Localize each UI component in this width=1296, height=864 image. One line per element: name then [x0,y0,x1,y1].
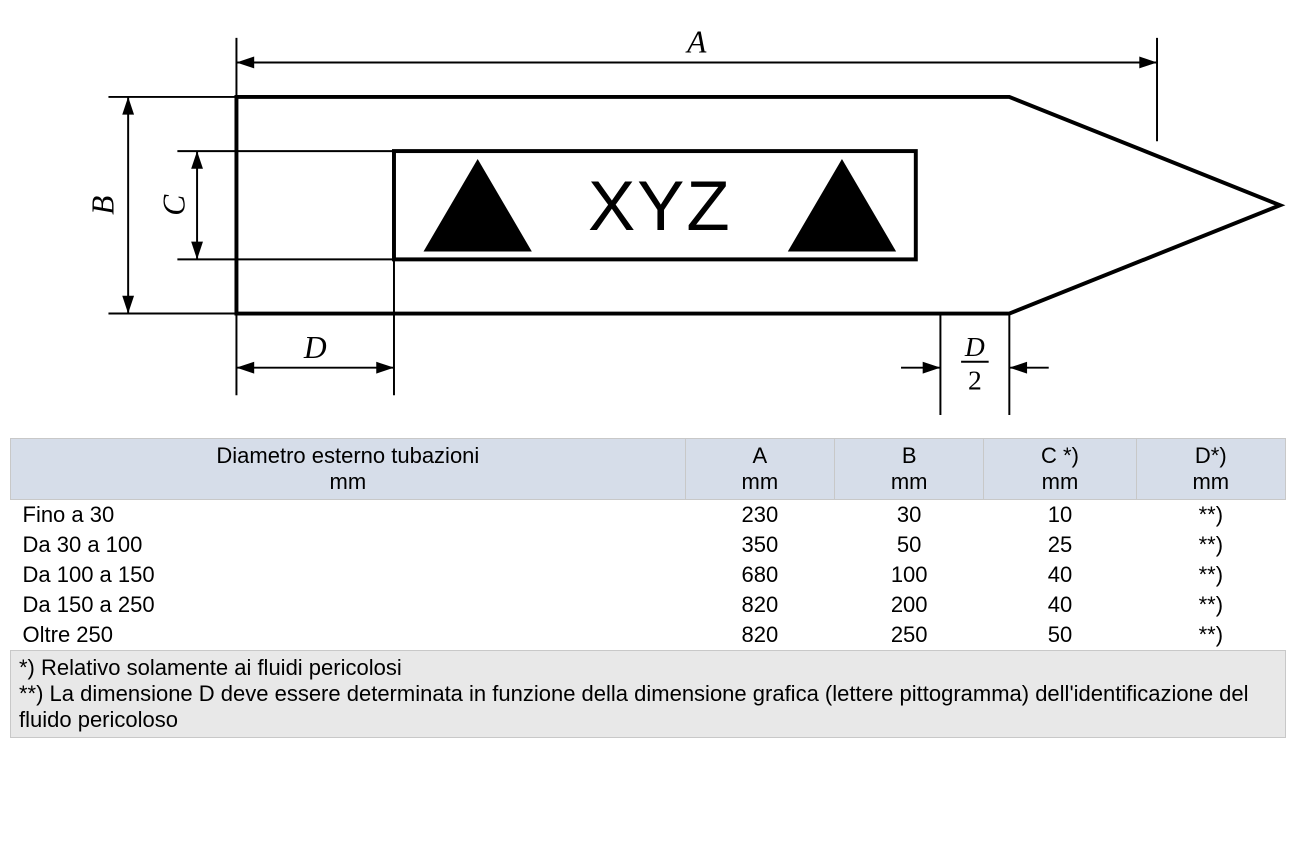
table-cell: Da 150 a 250 [11,590,686,620]
footnote-row: *) Relativo solamente ai fluidi pericolo… [11,651,1286,738]
table-cell: Fino a 30 [11,500,686,531]
table-cell: **) [1136,560,1285,590]
table-row: Fino a 302303010**) [11,500,1286,531]
table-cell: 30 [835,500,984,531]
table-cell: 230 [685,500,834,531]
table-header-row: Diametro esterno tubazioni mm A mm B mm … [11,439,1286,500]
table-cell: 350 [685,530,834,560]
footnotes-cell: *) Relativo solamente ai fluidi pericolo… [11,651,1286,738]
col-head-diameter: Diametro esterno tubazioni mm [11,439,686,500]
table-cell: **) [1136,500,1285,531]
dim-label-B: B [86,196,121,215]
table-row: Da 150 a 25082020040**) [11,590,1286,620]
col-head-C: C *) mm [984,439,1136,500]
table-body: Fino a 302303010**)Da 30 a 1003505025**)… [11,500,1286,651]
dim-label-A: A [685,25,707,60]
table-cell: 50 [835,530,984,560]
table-cell: 680 [685,560,834,590]
dim-label-C: C [157,194,192,216]
col-head-B: B mm [835,439,984,500]
table-row: Oltre 25082025050**) [11,620,1286,651]
table-row: Da 30 a 1003505025**) [11,530,1286,560]
table-cell: 820 [685,620,834,651]
table-cell: 40 [984,560,1136,590]
dim-label-D2-num: D [964,331,985,362]
dim-label-D2-den: 2 [968,364,982,395]
table-cell: 200 [835,590,984,620]
dimension-diagram: XYZABCDD2 [10,10,1286,430]
table-cell: 820 [685,590,834,620]
center-label: XYZ [588,167,732,246]
table-row: Da 100 a 15068010040**) [11,560,1286,590]
table-cell: 250 [835,620,984,651]
table-cell: 25 [984,530,1136,560]
table-cell: **) [1136,530,1285,560]
table-cell: **) [1136,590,1285,620]
table-cell: Oltre 250 [11,620,686,651]
table-cell: 100 [835,560,984,590]
table-cell: **) [1136,620,1285,651]
table-cell: 50 [984,620,1136,651]
col-head-A: A mm [685,439,834,500]
dim-label-D: D [303,330,327,365]
table-cell: 10 [984,500,1136,531]
table-cell: 40 [984,590,1136,620]
table-cell: Da 100 a 150 [11,560,686,590]
col-head-D: D*) mm [1136,439,1285,500]
dimensions-table: Diametro esterno tubazioni mm A mm B mm … [10,438,1286,738]
table-cell: Da 30 a 100 [11,530,686,560]
